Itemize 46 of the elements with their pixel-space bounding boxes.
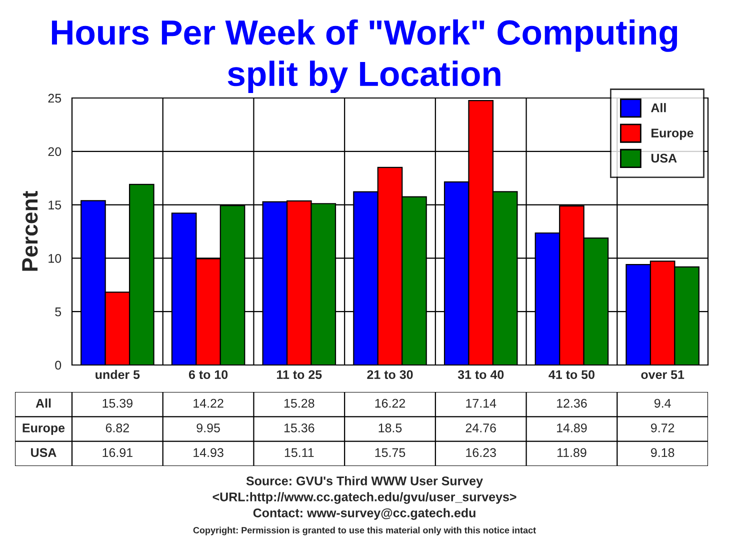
y-tick-label: 10 bbox=[48, 254, 62, 263]
x-tick-label: 31 to 40 bbox=[458, 370, 504, 380]
y-axis-title: Percent bbox=[22, 191, 38, 271]
x-tick-label: under 5 bbox=[96, 370, 140, 380]
text: Copyright: Permission is granted to use this material only with this notice intact bbox=[193, 526, 536, 536]
data-label: 14.93 bbox=[194, 448, 224, 458]
y-tick-label: 15 bbox=[48, 200, 62, 210]
y-tick-label: 5 bbox=[55, 308, 62, 316]
x-tick-label: 6 to 10 bbox=[188, 370, 228, 380]
y-tick-label: 0 bbox=[55, 360, 62, 370]
chart-title: Hours Per Week of "Work" Computing split by Location bbox=[52, 19, 678, 94]
data-label: 9.18 bbox=[650, 448, 674, 458]
data-label: 15.36 bbox=[284, 424, 314, 432]
data-label: 15.75 bbox=[375, 448, 406, 458]
data-label: 15.11 bbox=[284, 448, 314, 458]
y-tick-label: 20 bbox=[48, 147, 62, 156]
text: Contact: www-survey@cc.gatech.edu bbox=[253, 508, 476, 520]
data-label: 16.22 bbox=[375, 398, 406, 408]
x-tick-label: 11 to 25 bbox=[277, 370, 322, 380]
data-label: 15.28 bbox=[284, 398, 314, 408]
data-label: 12.36 bbox=[557, 398, 587, 408]
data-label: 11.89 bbox=[557, 448, 586, 458]
text: All bbox=[36, 398, 51, 408]
data-label: 24.76 bbox=[466, 424, 496, 432]
data-label: 18.5 bbox=[378, 424, 402, 432]
data-label: 9.72 bbox=[650, 424, 674, 432]
data-label: 14.22 bbox=[194, 398, 224, 408]
data-label: 9.4 bbox=[654, 398, 671, 408]
data-label: 14.89 bbox=[557, 424, 587, 432]
x-tick-label: 41 to 50 bbox=[548, 370, 594, 380]
x-tick-label: over 51 bbox=[641, 370, 684, 380]
y-tick-label: 25 bbox=[48, 94, 62, 103]
x-tick-label: 21 to 30 bbox=[367, 370, 413, 380]
data-label: 16.91 bbox=[102, 448, 132, 458]
data-label: 15.39 bbox=[102, 398, 132, 408]
legend-label: Europe bbox=[652, 128, 694, 140]
data-label: 6.82 bbox=[106, 424, 129, 432]
source-note: Source: GVU's Third WWW User Survey bbox=[246, 476, 483, 488]
legend-label: All bbox=[651, 103, 666, 112]
data-label: 16.23 bbox=[466, 448, 496, 458]
text: <URL:http://www.cc.gatech.edu/gvu/user_surveys> bbox=[212, 492, 516, 504]
text: USA bbox=[31, 448, 56, 458]
legend-label: USA bbox=[651, 154, 677, 163]
data-label: 17.14 bbox=[466, 398, 496, 408]
text: Europe bbox=[22, 424, 65, 435]
data-label: 9.95 bbox=[196, 424, 220, 432]
